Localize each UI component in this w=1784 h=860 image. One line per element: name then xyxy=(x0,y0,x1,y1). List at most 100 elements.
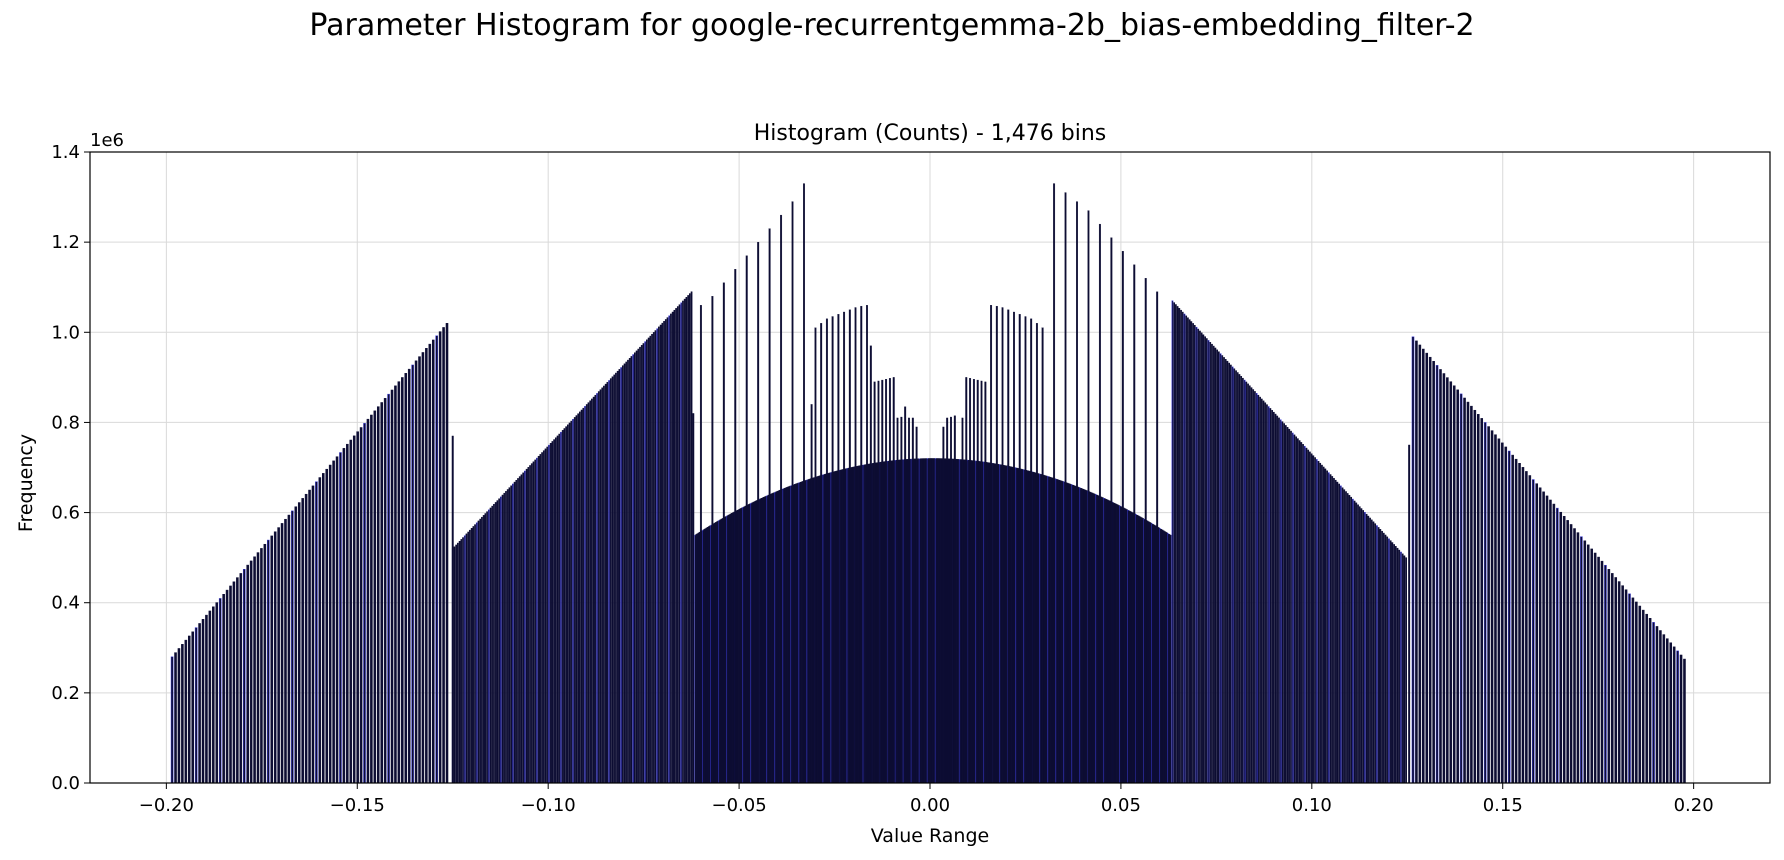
histogram-spike-bar xyxy=(848,309,851,784)
histogram-bar xyxy=(1195,326,1198,784)
x-tick-label: −0.20 xyxy=(139,795,194,816)
histogram-bar xyxy=(1470,405,1473,784)
histogram-bar xyxy=(308,489,311,784)
histogram-bar xyxy=(536,457,538,784)
histogram-bar xyxy=(349,439,353,784)
histogram-spike-bar xyxy=(1007,309,1010,784)
histogram-bar xyxy=(390,389,394,784)
histogram-bar xyxy=(1336,481,1339,784)
histogram-bar xyxy=(1188,319,1191,784)
histogram-bar xyxy=(332,460,335,784)
histogram-bar xyxy=(1586,544,1590,784)
histogram-bar xyxy=(1566,520,1569,784)
histogram-bar xyxy=(560,431,562,784)
histogram-bar xyxy=(418,356,421,784)
histogram-spike-bar xyxy=(1053,183,1056,784)
histogram-bar xyxy=(1341,487,1344,784)
histogram-bar xyxy=(666,317,669,784)
histogram-spike-bar xyxy=(699,305,702,784)
histogram-bar xyxy=(496,500,499,784)
x-tick-label: 0.00 xyxy=(910,795,950,816)
histogram-bar xyxy=(1403,555,1406,784)
histogram-bar xyxy=(383,398,387,784)
histogram-bar xyxy=(663,321,665,784)
histogram-bar xyxy=(1662,634,1666,784)
histogram-bar xyxy=(301,498,304,784)
histogram-bar xyxy=(215,602,219,784)
histogram-bar xyxy=(1369,517,1371,784)
histogram-bar xyxy=(1355,502,1358,784)
histogram-bar xyxy=(1338,483,1340,784)
histogram-bar xyxy=(1216,349,1218,784)
x-tick-label: −0.15 xyxy=(330,795,385,816)
histogram-spike-bar xyxy=(980,380,983,784)
x-tick-label: 0.10 xyxy=(1292,795,1332,816)
histogram-bar xyxy=(1393,544,1395,784)
histogram-bar xyxy=(1305,447,1308,784)
histogram-bar xyxy=(682,300,684,784)
x-tick-label: −0.05 xyxy=(712,795,767,816)
histogram-spike-bar xyxy=(953,415,956,784)
histogram-bar xyxy=(1669,642,1673,784)
histogram-bar xyxy=(1388,538,1390,784)
histogram-bar xyxy=(404,373,408,784)
histogram-bar xyxy=(1576,532,1580,784)
histogram-bar xyxy=(608,380,610,784)
histogram-bar xyxy=(589,400,592,784)
histogram-spike-bar xyxy=(1018,314,1021,784)
histogram-bar xyxy=(1494,434,1497,784)
histogram-bar xyxy=(687,295,689,784)
histogram-bar xyxy=(640,345,643,784)
histogram-bar xyxy=(1593,552,1597,784)
histogram-bar xyxy=(1279,419,1282,784)
histogram-bar xyxy=(411,364,414,784)
histogram-bar xyxy=(520,474,523,784)
histogram-bar xyxy=(1291,432,1294,784)
histogram-bar xyxy=(542,450,545,784)
histogram-spike-bar xyxy=(885,379,888,784)
histogram-bar xyxy=(632,354,634,784)
histogram-bar xyxy=(1324,468,1327,784)
histogram-bar xyxy=(651,333,653,784)
histogram-bar xyxy=(1425,352,1429,784)
histogram-spike-bar xyxy=(942,426,945,784)
histogram-bar xyxy=(256,552,260,784)
histogram-bar xyxy=(315,481,318,784)
histogram-bar xyxy=(1652,622,1655,784)
histogram-bar xyxy=(463,535,466,784)
histogram-bar xyxy=(1432,361,1435,784)
histogram-bar xyxy=(1285,425,1287,784)
histogram-bar xyxy=(532,461,535,784)
histogram-bar xyxy=(1549,499,1552,784)
histogram-bar xyxy=(1183,313,1186,784)
histogram-bar xyxy=(1645,613,1648,784)
histogram-bar xyxy=(1396,547,1399,784)
histogram-bar xyxy=(1242,377,1244,784)
x-tick-label: 0.05 xyxy=(1101,795,1141,816)
histogram-bar xyxy=(1193,325,1196,784)
histogram-spike-bar xyxy=(1013,311,1015,784)
histogram-bar xyxy=(373,410,377,784)
histogram-bar xyxy=(582,407,585,784)
histogram-bar xyxy=(654,330,657,784)
histogram-bar xyxy=(1379,529,1382,784)
histogram-bar xyxy=(1202,334,1205,784)
histogram-bar xyxy=(1590,548,1593,784)
histogram-bar xyxy=(688,293,691,784)
histogram-bar xyxy=(1343,489,1346,784)
histogram-bar xyxy=(181,644,184,784)
histogram-bar xyxy=(1329,474,1332,784)
histogram-bar xyxy=(1617,581,1621,784)
histogram-bar xyxy=(584,406,586,784)
histogram-bar xyxy=(1360,508,1363,784)
histogram-bar xyxy=(1221,355,1224,784)
histogram-bar xyxy=(606,382,609,784)
histogram-bar xyxy=(363,423,366,784)
histogram-bar xyxy=(680,302,683,784)
histogram-spike-bar xyxy=(888,378,891,784)
histogram-bar xyxy=(1278,417,1280,784)
histogram-bar xyxy=(1352,498,1354,784)
histogram-bar xyxy=(585,404,588,784)
histogram-spike-bar xyxy=(969,378,972,784)
histogram-bar xyxy=(1214,347,1217,784)
